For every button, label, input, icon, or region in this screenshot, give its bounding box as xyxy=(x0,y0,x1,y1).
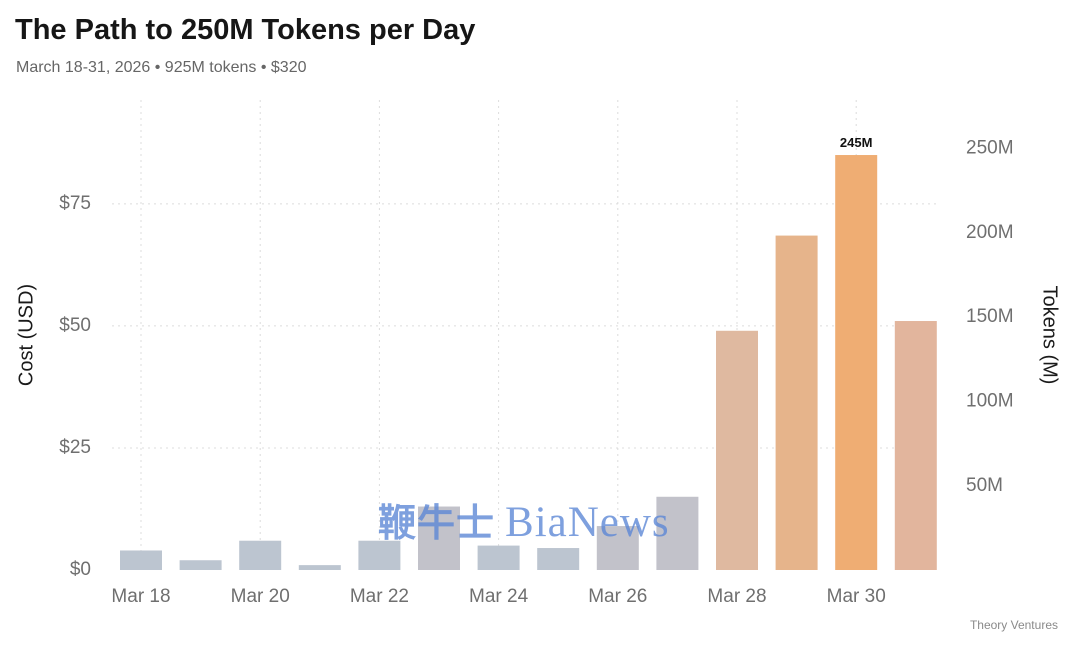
y-tick-label: $75 xyxy=(59,193,91,214)
bar-mar-25 xyxy=(537,548,580,570)
bar-mar-21 xyxy=(298,565,341,570)
bar-mar-26 xyxy=(596,526,639,570)
y2-tick-label: 250M xyxy=(966,138,1014,159)
chart-labels: $0 $25 $50 $75 50M 100M 150M 200M 250M Mar 18 Mar … xyxy=(15,135,1060,607)
x-tick-label: Mar 30 xyxy=(827,586,886,607)
x-tick-label: Mar 20 xyxy=(231,586,290,607)
watermark: 鞭牛士 BiaNews xyxy=(378,492,670,547)
x-tick-label: Mar 26 xyxy=(588,586,647,607)
y2-tick-label: 200M xyxy=(966,222,1014,243)
y2-tick-label: 150M xyxy=(966,306,1014,327)
bar-data-label: 245M xyxy=(840,135,873,150)
bar-mar-23 xyxy=(418,506,460,570)
chart-subtitle: March 18-31, 2026 • 925M tokens • $320 xyxy=(16,59,307,76)
source-credit: Theory Ventures xyxy=(969,618,1058,632)
bar-mar-29 xyxy=(775,235,818,570)
y2-axis-title: Tokens (M) xyxy=(1039,286,1061,385)
bar-mar-19 xyxy=(179,560,222,570)
watermark-cjk: 鞭牛士 xyxy=(378,501,496,545)
x-tick-label: Mar 18 xyxy=(111,586,170,607)
chart-title: The Path to 250M Tokens per Day xyxy=(15,14,476,46)
y-tick-label: $50 xyxy=(59,315,91,336)
bars xyxy=(120,155,937,570)
x-tick-label: Mar 28 xyxy=(707,586,766,607)
bar-mar-22 xyxy=(358,540,401,570)
bar-mar-28 xyxy=(716,330,758,570)
y2-tick-label: 100M xyxy=(966,390,1014,411)
y-tick-label: $25 xyxy=(59,437,91,458)
bar-mar-30 xyxy=(835,155,878,570)
x-tick-label: Mar 22 xyxy=(350,586,409,607)
y-axis-title: Cost (USD) xyxy=(15,284,37,386)
y-tick-label: $0 xyxy=(70,559,91,580)
bar-mar-27 xyxy=(656,496,699,570)
watermark-latin: BiaNews xyxy=(505,499,670,546)
bar-mar-18 xyxy=(120,550,162,570)
bar-mar-24 xyxy=(477,545,520,570)
bar-mar-31 xyxy=(894,321,937,570)
y2-tick-label: 50M xyxy=(966,475,1003,496)
x-tick-label: Mar 24 xyxy=(469,586,529,607)
bar-mar-20 xyxy=(239,540,282,570)
